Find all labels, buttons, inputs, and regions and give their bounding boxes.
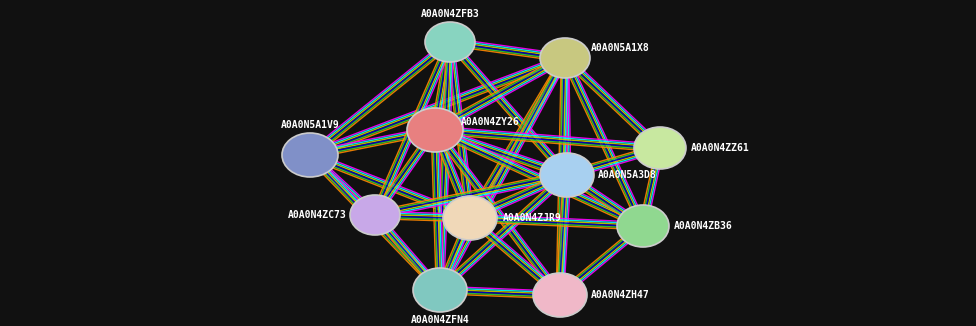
Ellipse shape <box>350 195 400 235</box>
Ellipse shape <box>282 133 338 177</box>
Ellipse shape <box>617 205 669 247</box>
Ellipse shape <box>540 38 590 78</box>
Text: A0A0N4ZC73: A0A0N4ZC73 <box>288 210 346 220</box>
Text: A0A0N4ZZ61: A0A0N4ZZ61 <box>691 143 750 153</box>
Ellipse shape <box>634 127 686 169</box>
Text: A0A0N4ZFB3: A0A0N4ZFB3 <box>421 9 479 19</box>
Text: A0A0N4ZB36: A0A0N4ZB36 <box>673 221 732 231</box>
Text: A0A0N4ZH47: A0A0N4ZH47 <box>590 290 649 300</box>
Ellipse shape <box>443 196 497 240</box>
Text: A0A0N5A1X8: A0A0N5A1X8 <box>590 43 649 53</box>
Text: A0A0N5A3D8: A0A0N5A3D8 <box>597 170 657 180</box>
Text: A0A0N4ZY26: A0A0N4ZY26 <box>461 117 519 127</box>
Ellipse shape <box>425 22 475 62</box>
Ellipse shape <box>540 153 594 197</box>
Text: A0A0N4ZFN4: A0A0N4ZFN4 <box>411 315 469 325</box>
Ellipse shape <box>413 268 467 312</box>
Text: A0A0N4ZJR9: A0A0N4ZJR9 <box>503 213 561 223</box>
Ellipse shape <box>407 108 463 152</box>
Text: A0A0N5A1V9: A0A0N5A1V9 <box>281 120 340 130</box>
Ellipse shape <box>533 273 587 317</box>
